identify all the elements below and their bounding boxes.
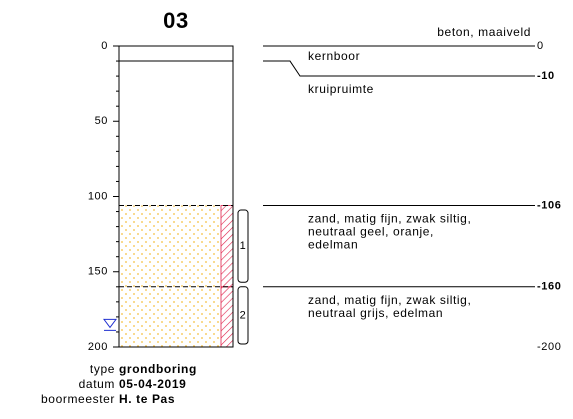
footer-key: type bbox=[90, 362, 115, 376]
footer-key: boormeester bbox=[41, 392, 115, 406]
tick-label: 150 bbox=[88, 266, 108, 278]
tick-label: 0 bbox=[101, 40, 108, 52]
depth-label: -160 bbox=[537, 281, 561, 293]
sample-label: 2 bbox=[240, 309, 247, 321]
tick-label: 200 bbox=[88, 341, 108, 353]
footer-value: 05-04-2019 bbox=[119, 377, 186, 391]
footer-key: datum bbox=[79, 377, 115, 391]
layer-description: neutraal grijs, edelman bbox=[308, 306, 443, 320]
layer-fill bbox=[119, 286, 221, 347]
sample-label: 1 bbox=[240, 240, 247, 252]
surface-label: beton, maaiveld bbox=[437, 25, 531, 39]
depth-label: -10 bbox=[537, 70, 555, 82]
layer-description: kernboor bbox=[308, 49, 360, 63]
title: 03 bbox=[163, 8, 189, 33]
layer-description: zand, matig fijn, zwak siltig, bbox=[308, 293, 471, 307]
sample-box bbox=[237, 286, 249, 345]
leader-line bbox=[263, 60, 535, 77]
footer-value: grondboring bbox=[119, 362, 197, 376]
depth-label: -200 bbox=[537, 341, 561, 353]
layer-description: kruipruimte bbox=[308, 82, 374, 96]
depth-label: 0 bbox=[537, 40, 544, 52]
sample-box bbox=[237, 209, 249, 283]
tick-label: 100 bbox=[88, 190, 108, 202]
tick-label: 50 bbox=[95, 115, 108, 127]
layer-fill bbox=[119, 205, 221, 287]
layer-description: edelman bbox=[308, 238, 358, 252]
hatch-strip bbox=[220, 205, 234, 288]
footer-value: H. te Pas bbox=[119, 392, 175, 406]
layer-description: zand, matig fijn, zwak siltig, bbox=[308, 212, 471, 226]
hatch-strip bbox=[220, 286, 234, 348]
water-level bbox=[103, 318, 117, 331]
depth-label: -106 bbox=[537, 199, 561, 211]
layer-description: neutraal geel, oranje, bbox=[308, 225, 434, 239]
